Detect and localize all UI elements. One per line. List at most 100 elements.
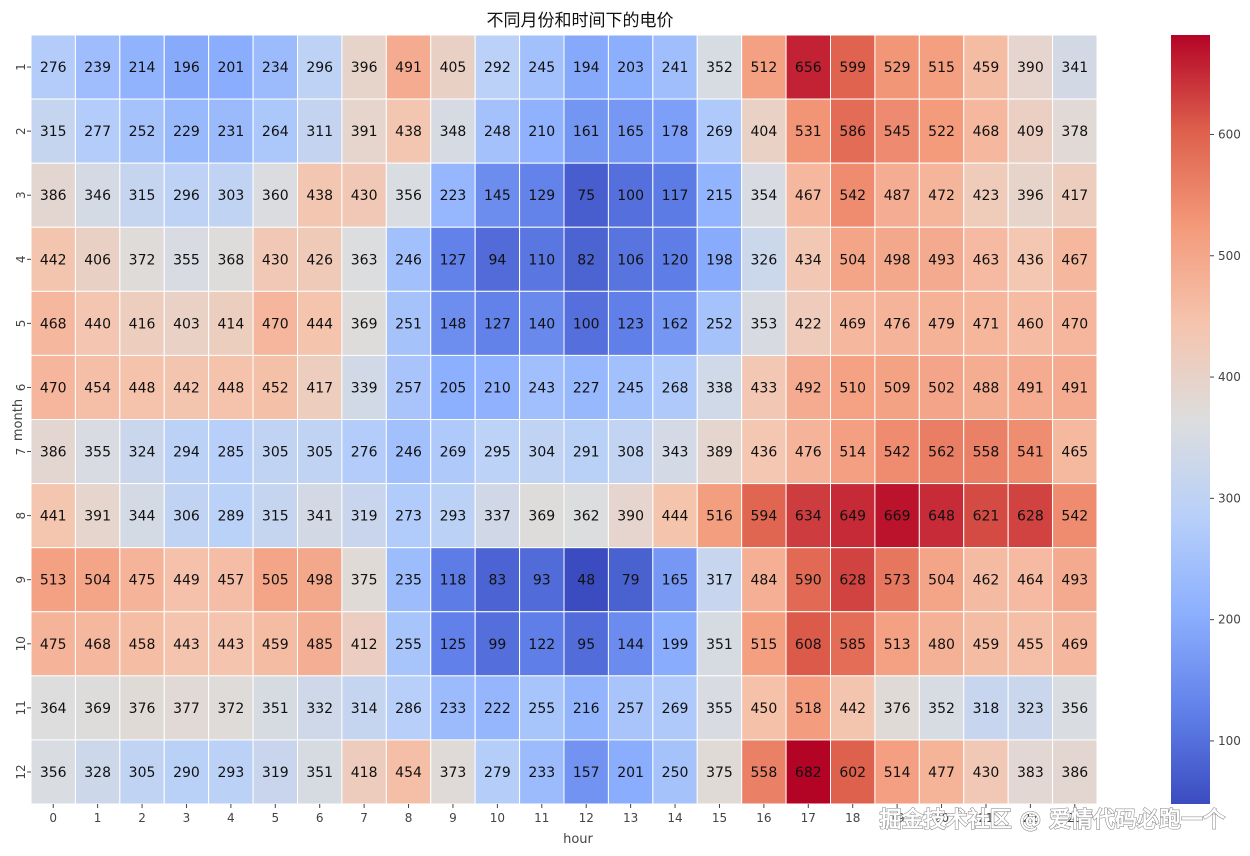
cell-value-label: 129 [528, 188, 555, 204]
heatmap-cell [607, 354, 654, 420]
cell-value-label: 406 [84, 252, 111, 268]
cell-value-label: 438 [306, 188, 333, 204]
heatmap-cell [430, 547, 476, 613]
cell-value-label: 248 [484, 124, 511, 140]
heatmap-cells: 276 239 214 196 201 234 296 396 491 405 292 245 194 2… [30, 34, 1098, 805]
heatmap-cell [1052, 34, 1098, 100]
y-tick-label: 11 [14, 700, 28, 715]
heatmap-cell [785, 34, 831, 100]
heatmap-cell [1052, 547, 1098, 613]
cell-value-label: 470 [262, 316, 289, 332]
cell-value-label: 514 [884, 765, 911, 781]
cell-value-label: 504 [84, 573, 111, 589]
cell-value-label: 491 [1017, 380, 1044, 396]
heatmap-cell [297, 98, 343, 164]
cell-value-label: 257 [617, 701, 644, 717]
cell-value-label: 492 [795, 380, 822, 396]
cell-value-label: 369 [528, 509, 555, 525]
cell-value-label: 476 [884, 316, 911, 332]
cell-value-label: 590 [795, 573, 822, 589]
cell-value-label: 484 [751, 573, 778, 589]
cell-value-label: 377 [173, 701, 200, 717]
cell-value-label: 118 [440, 573, 467, 589]
cell-value-label: 356 [40, 765, 67, 781]
cell-value-label: 470 [1061, 316, 1088, 332]
cell-value-label: 505 [262, 573, 289, 589]
heatmap-cell [607, 34, 654, 100]
heatmap-cell [607, 739, 654, 805]
cell-value-label: 558 [751, 765, 778, 781]
cell-value-label: 268 [662, 380, 689, 396]
heatmap-cell [119, 547, 165, 613]
cell-value-label: 438 [395, 124, 422, 140]
cell-value-label: 390 [617, 509, 644, 525]
heatmap-cell [830, 419, 876, 485]
heatmap-cell [163, 547, 210, 613]
cell-value-label: 273 [395, 509, 422, 525]
cell-value-label: 314 [351, 701, 378, 717]
heatmap-cell [1007, 98, 1054, 164]
cell-value-label: 264 [262, 124, 289, 140]
cell-value-label: 404 [751, 124, 778, 140]
cell-value-label: 255 [528, 701, 555, 717]
heatmap-cell [652, 547, 698, 613]
cell-value-label: 229 [173, 124, 200, 140]
heatmap-cell [430, 611, 476, 677]
cell-value-label: 628 [1017, 509, 1044, 525]
cell-value-label: 305 [129, 765, 156, 781]
cell-value-label: 376 [884, 701, 911, 717]
cell-value-label: 448 [218, 380, 245, 396]
cell-value-label: 608 [795, 637, 822, 653]
x-tick-label: 21 [978, 811, 993, 825]
x-tick-label: 5 [271, 811, 279, 825]
heatmap-cell [696, 98, 743, 164]
cell-value-label: 462 [973, 573, 1000, 589]
heatmap-cell [474, 354, 521, 420]
cell-value-label: 529 [884, 60, 911, 76]
cell-value-label: 214 [129, 60, 156, 76]
cell-value-label: 586 [839, 124, 866, 140]
heatmap-cell [874, 547, 920, 613]
heatmap-cell [74, 162, 121, 228]
cell-value-label: 252 [706, 316, 733, 332]
cell-value-label: 351 [262, 701, 289, 717]
heatmap-cell [341, 290, 387, 356]
colorbar-tick-label: 100 [1218, 734, 1241, 748]
cell-value-label: 348 [440, 124, 467, 140]
cell-value-label: 205 [440, 380, 467, 396]
cell-value-label: 319 [262, 765, 289, 781]
heatmap-cell [1007, 675, 1054, 741]
cell-value-label: 355 [173, 252, 200, 268]
heatmap-cell [474, 290, 521, 356]
cell-value-label: 416 [129, 316, 156, 332]
heatmap-cell [1007, 290, 1054, 356]
cell-value-label: 390 [1017, 60, 1044, 76]
heatmap-cell [741, 675, 787, 741]
cell-value-label: 125 [440, 637, 467, 653]
cell-value-label: 502 [928, 380, 955, 396]
cell-value-label: 442 [40, 252, 67, 268]
cell-value-label: 562 [928, 445, 955, 461]
cell-value-label: 509 [884, 380, 911, 396]
cell-value-label: 305 [306, 445, 333, 461]
heatmap-cell [208, 483, 254, 549]
colorbar-gradient [1171, 35, 1210, 804]
heatmap-cell [30, 98, 76, 164]
cell-value-label: 341 [1061, 60, 1088, 76]
cell-value-label: 491 [395, 60, 422, 76]
cell-value-label: 454 [84, 380, 111, 396]
cell-value-label: 360 [262, 188, 289, 204]
cell-value-label: 227 [573, 380, 600, 396]
cell-value-label: 291 [573, 445, 600, 461]
heatmap-cell [830, 354, 876, 420]
cell-value-label: 459 [973, 637, 1000, 653]
heatmap-cell [785, 98, 831, 164]
y-tick-label: 7 [14, 448, 28, 456]
heatmap-cell [785, 547, 831, 613]
cell-value-label: 372 [218, 701, 245, 717]
cell-value-label: 423 [973, 188, 1000, 204]
cell-value-label: 235 [395, 573, 422, 589]
heatmap-cell [1052, 739, 1098, 805]
cell-value-label: 488 [973, 380, 1000, 396]
cell-value-label: 245 [617, 380, 644, 396]
